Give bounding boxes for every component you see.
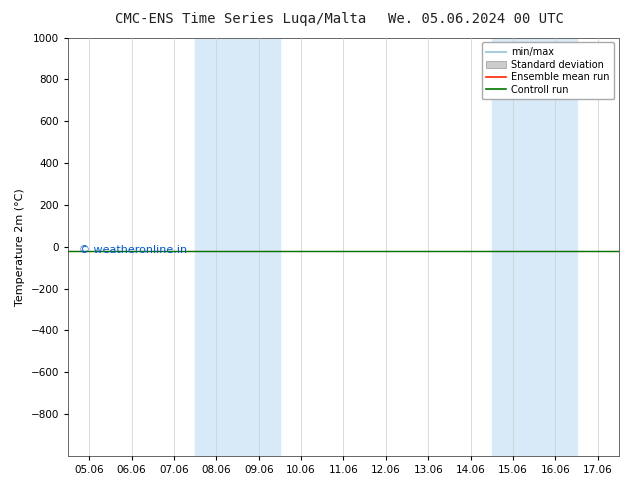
Text: CMC-ENS Time Series Luqa/Malta: CMC-ENS Time Series Luqa/Malta	[115, 12, 366, 26]
Bar	[195, 38, 280, 456]
Text: © weatheronline.in: © weatheronline.in	[79, 245, 187, 255]
Y-axis label: Temperature 2m (°C): Temperature 2m (°C)	[15, 188, 25, 306]
Legend: min/max, Standard deviation, Ensemble mean run, Controll run: min/max, Standard deviation, Ensemble me…	[482, 43, 614, 99]
Bar	[492, 38, 576, 456]
Text: We. 05.06.2024 00 UTC: We. 05.06.2024 00 UTC	[387, 12, 564, 26]
